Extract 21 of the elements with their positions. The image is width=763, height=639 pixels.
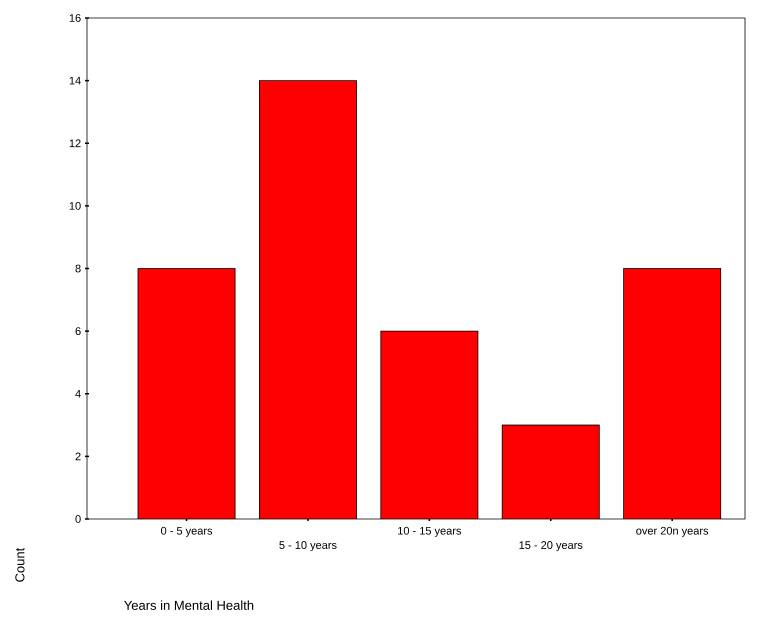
y-tick-label: 16 [70,14,81,22]
bar [138,268,236,519]
y-tick-label: 10 [70,202,81,210]
x-tick-label: 15 - 20 years [520,541,582,552]
y-tick-label: 14 [70,76,81,84]
x-tick-label: 0 - 5 years [161,526,212,537]
y-tick-label: 2 [76,452,81,460]
x-tick-label: 10 - 15 years [398,526,462,537]
y-tick-label: 8 [76,264,81,272]
bar [623,268,722,519]
y-tick-label: 4 [75,390,81,398]
y-tick-label: 0 [75,515,81,523]
x-tick-label: over 20n years [636,526,708,537]
x-axis-title: Years in Mental Health [124,600,254,610]
y-axis-title: Count [15,548,24,582]
bar [380,331,478,519]
bar [502,425,600,519]
y-tick-label: 12 [70,139,81,148]
bar [259,80,357,519]
x-tick-label: 5 - 10 years [279,541,337,552]
y-tick-label: 6 [76,327,81,336]
